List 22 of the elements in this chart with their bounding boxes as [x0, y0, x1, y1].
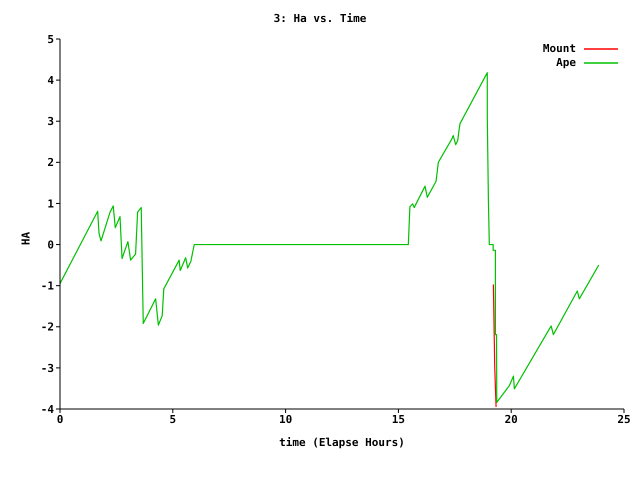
x-axis-title: time (Elapse Hours)	[279, 436, 405, 449]
y-axis-title: HA	[20, 230, 32, 248]
y-tick-label: 2	[47, 156, 54, 170]
y-tick-label: 3	[47, 115, 54, 128]
y-tick-label: -2	[40, 320, 54, 334]
chart-title: 3: Ha vs. Time	[272, 12, 368, 25]
x-tick-label: 20	[504, 412, 518, 426]
y-tick-label: 0	[47, 238, 54, 252]
x-tick-label: 5	[169, 412, 176, 426]
y-tick-label: 1	[47, 197, 54, 210]
y-tick-label: -1	[40, 280, 54, 293]
y-tick-label: -3	[40, 362, 54, 375]
x-tick-label: 0	[56, 412, 64, 426]
x-tick-label: 10	[278, 412, 292, 426]
y-tick-label: 4	[47, 74, 54, 88]
legend-label: Mount	[542, 42, 576, 56]
x-tick-label: 15	[392, 412, 406, 426]
legend-label: Ape	[556, 56, 576, 70]
line-series	[60, 72, 600, 404]
y-tick-label: -4	[40, 402, 54, 416]
x-tick-label: 25	[617, 412, 631, 426]
y-tick-label: 5	[47, 32, 54, 46]
